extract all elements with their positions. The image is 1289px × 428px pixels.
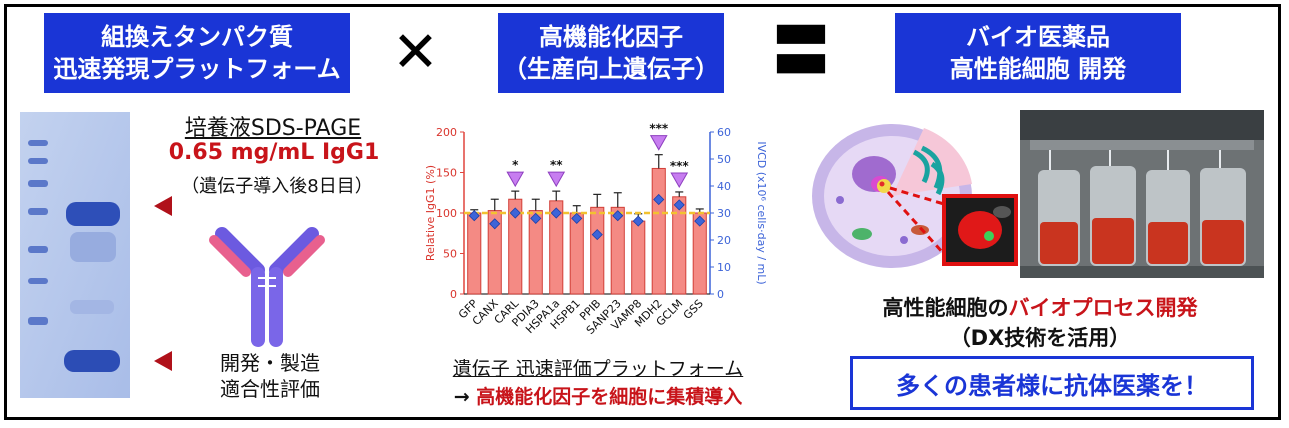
- header-platform-line1: 組換えタンパク質: [101, 23, 293, 51]
- ivcd-point: [591, 229, 603, 241]
- antibody-icon: [209, 227, 325, 347]
- slogan-text: 多くの患者様に抗体医薬を！: [896, 371, 1208, 400]
- gene-screening-chart: 0 50 100 150 200 0 10 20 30 40 50 60 Relative IgG1 (…: [424, 122, 768, 337]
- cell-caption-prefix: 高性能細胞の: [882, 296, 1009, 320]
- significance-arrow-icon: [649, 135, 668, 151]
- bar: [569, 212, 584, 295]
- platform-caption-line2: → 高機能化因子を細胞に集積導入: [408, 382, 788, 409]
- category-label: GSS: [681, 297, 706, 322]
- right-tick-label: 30: [717, 207, 731, 220]
- right-tick-label: 40: [717, 180, 731, 193]
- right-tick-label: 50: [717, 153, 731, 166]
- left-tick-label: 0: [450, 288, 457, 301]
- bioreactor-photo: [1020, 110, 1264, 278]
- gel-yield: 0.65 mg/mL IgG1: [168, 140, 380, 165]
- bar: [549, 200, 564, 295]
- ivcd-point: [489, 218, 501, 230]
- ivcd-point: [653, 193, 665, 206]
- right-tick-label: 20: [717, 234, 731, 247]
- gel-note: （遺伝子導入後8日目）: [181, 176, 373, 197]
- ivcd-point: [571, 212, 583, 224]
- right-tick-label: 60: [717, 126, 731, 139]
- cell-caption-highlight: バイオプロセス開発: [1008, 296, 1198, 320]
- significance-label: **: [550, 158, 563, 172]
- significance-label: *: [512, 158, 519, 172]
- right-axis-title: IVCD (x10⁶ cells·day / mL): [755, 141, 768, 284]
- figure-frame: [4, 4, 1281, 420]
- ivcd-point: [612, 210, 624, 222]
- bar: [590, 206, 605, 295]
- bar: [672, 196, 687, 295]
- bar: [651, 167, 666, 295]
- left-tick-label: 50: [443, 248, 457, 261]
- left-tick-label: 150: [436, 167, 457, 180]
- light-chain-marker-icon: [154, 351, 172, 371]
- antibody-caption: 開発・製造 適合性評価: [200, 350, 340, 402]
- cell-caption-line2: （DX技術を活用）: [949, 326, 1131, 350]
- bar: [508, 198, 523, 295]
- bar: [631, 220, 646, 295]
- cell-caption-line1: 高性能細胞のバイオプロセス開発: [820, 292, 1260, 322]
- right-tick-label: 0: [717, 288, 724, 301]
- sds-page-gel-image: [20, 112, 172, 398]
- significance-label: ***: [649, 122, 669, 136]
- equals-symbol: 〓: [772, 17, 831, 85]
- ivcd-point: [468, 210, 480, 222]
- gel-title: 培養液SDS-PAGE: [184, 116, 362, 141]
- heavy-chain-marker-icon: [154, 196, 172, 216]
- slogan-box: 多くの患者様に抗体医薬を！: [850, 356, 1254, 410]
- header-factor-line1: 高機能化因子: [539, 23, 683, 51]
- ivcd-point: [673, 199, 685, 211]
- header-biopharma-line2: 高性能細胞 開発: [949, 55, 1127, 83]
- header-platform-line2: 迅速発現プラットフォーム: [53, 55, 341, 83]
- platform-caption-arrow: →: [453, 386, 477, 408]
- ivcd-point: [530, 212, 542, 224]
- bar: [487, 210, 502, 295]
- left-tick-label: 100: [436, 207, 457, 220]
- antibody-caption-line2: 適合性評価: [220, 377, 320, 401]
- significance-label: ***: [670, 159, 690, 173]
- times-symbol: ✕: [392, 20, 439, 85]
- significance-arrow-icon: [670, 172, 689, 188]
- platform-caption-highlight: 高機能化因子を細胞に集積導入: [476, 386, 743, 408]
- header-platform: 組換えタンパク質 迅速発現プラットフォーム: [44, 13, 350, 93]
- platform-caption-line1: 遺伝子 迅速評価プラットフォーム: [452, 358, 744, 380]
- significance-arrow-icon: [506, 171, 525, 188]
- left-axis-title: Relative IgG1 (%): [424, 165, 437, 261]
- bar: [528, 210, 543, 295]
- header-biopharma-line1: バイオ医薬品: [966, 23, 1110, 51]
- significance-arrow-icon: [547, 171, 566, 188]
- left-tick-label: 200: [436, 126, 457, 139]
- cell-illustration: [812, 124, 1018, 268]
- ivcd-point: [550, 207, 562, 219]
- header-factor-line2: （生産向上遺伝子）: [503, 55, 719, 83]
- antibody-caption-line1: 開発・製造: [220, 351, 320, 375]
- ivcd-point: [509, 207, 521, 219]
- header-biopharma: バイオ医薬品 高性能細胞 開発: [895, 13, 1181, 93]
- ivcd-point: [694, 215, 706, 227]
- header-factor: 高機能化因子 （生産向上遺伝子）: [498, 13, 724, 93]
- ivcd-point: [632, 215, 644, 227]
- right-tick-label: 10: [717, 261, 731, 274]
- bar: [467, 212, 482, 295]
